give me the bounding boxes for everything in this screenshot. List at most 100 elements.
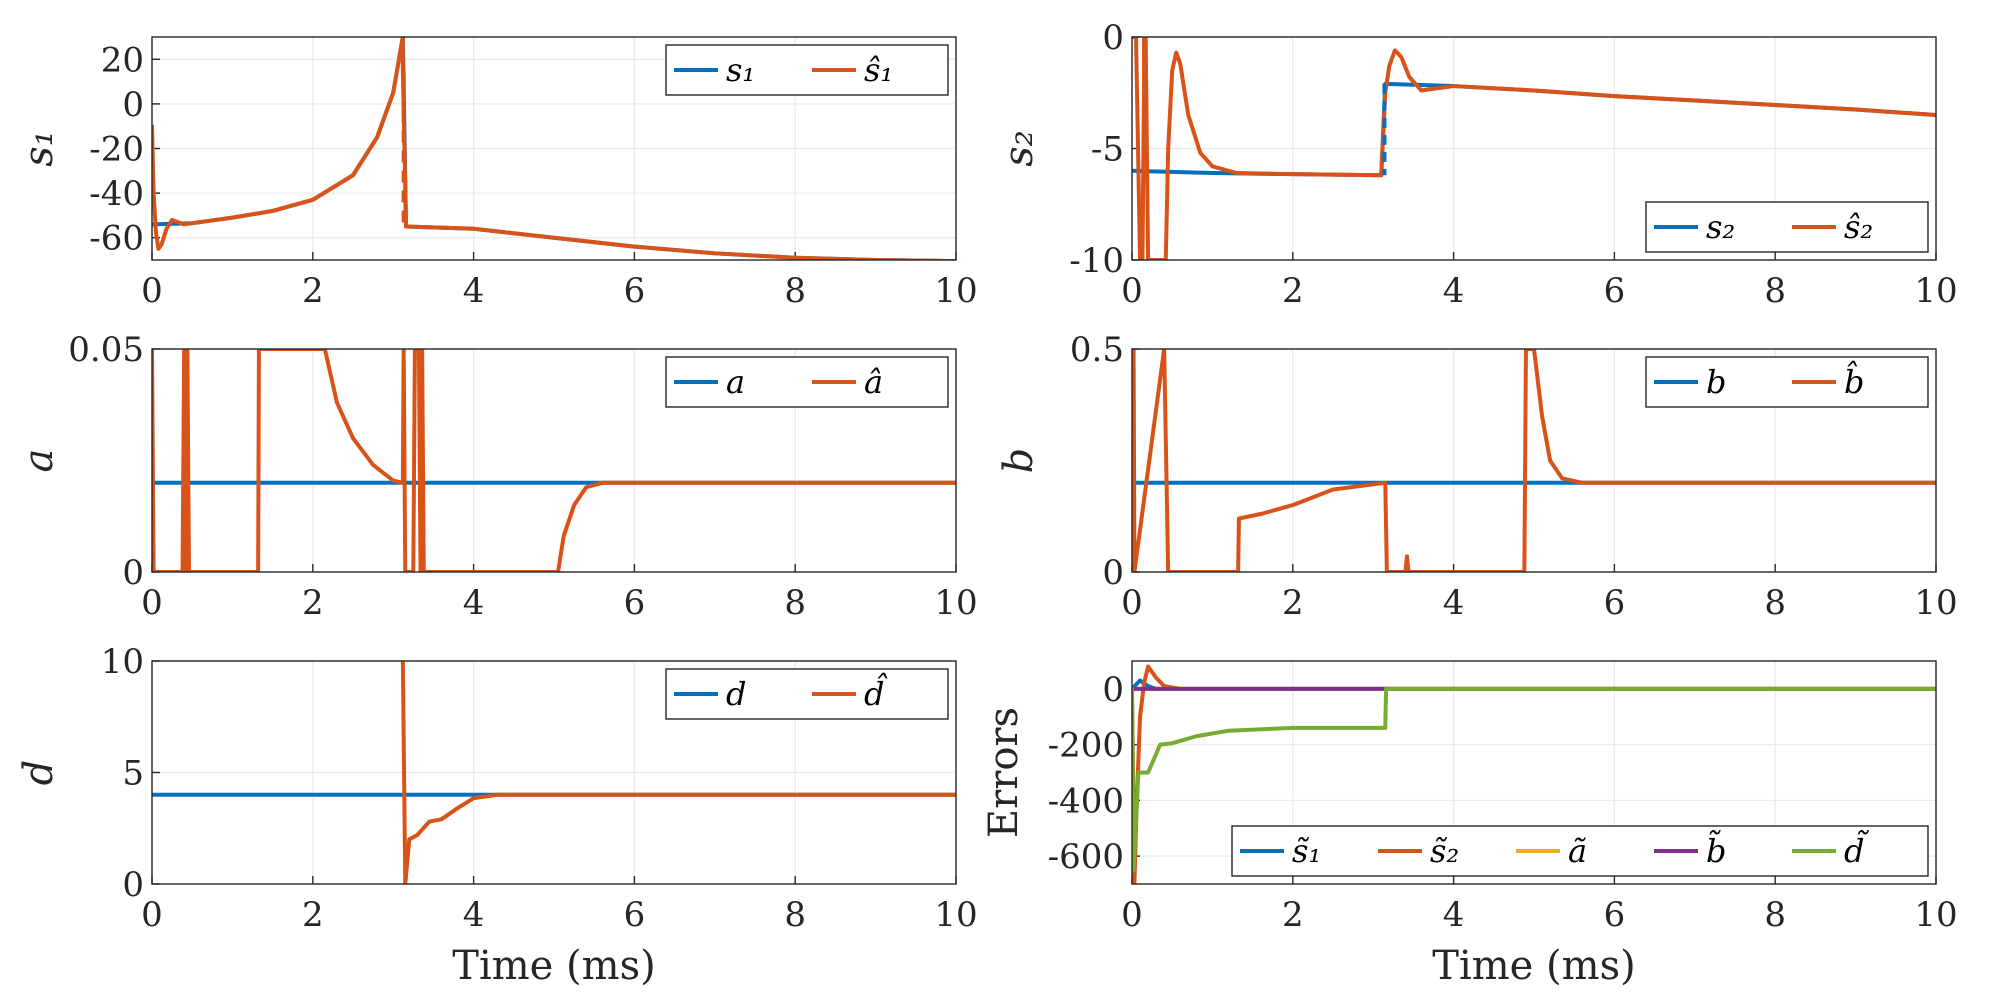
x-tick-label: 4 [463,583,485,623]
x-tick-label: 10 [934,895,977,935]
x-tick-label: 8 [784,583,806,623]
y-tick-label: 5 [122,754,144,794]
x-tick-label: 10 [934,271,977,311]
y-axis-label: s₂ [996,130,1042,167]
subplot-5: 0 2 4 6 8 10 0 -200 -400 -600 Errors Time (ms) s̃₁ s̃… [981,660,1958,989]
legend: s₂ ŝ₂ [1645,201,1929,253]
legend-label: b̃ [1706,831,1726,870]
legend-label: ŝ₂ [1844,208,1873,246]
axes-frame [1131,348,1937,573]
x-axis-label: Time (ms) [1432,943,1635,989]
legend-label: â [864,363,883,401]
y-tick-label: -200 [1048,726,1124,766]
legend-label: d̂ [864,672,888,713]
y-axis-label: a [16,449,62,473]
legend-box [665,356,949,408]
legend-label: s₁ [726,51,755,89]
y-tick-label: -10 [1069,241,1124,281]
legend-label: a [726,363,745,401]
x-tick-label: 6 [624,583,646,623]
legend-label: s̃₂ [1430,832,1459,870]
y-tick-label: 20 [101,40,144,80]
axes-frame [1131,36,1937,261]
x-tick-label: 8 [1764,583,1786,623]
series-line-1 [1132,37,1936,260]
y-tick-label: 0 [122,85,144,125]
y-tick-label: -5 [1091,130,1124,170]
series-line-1 [152,37,956,260]
legend: s₁ ŝ₁ [665,44,949,96]
y-tick-label: -400 [1048,781,1124,821]
legend-label: s̃₁ [1292,832,1321,870]
y-axis-label: b [996,448,1042,474]
series-line-4 [1132,686,1936,873]
x-tick-label: 8 [1764,271,1786,311]
x-tick-label: 6 [1604,583,1626,623]
legend-label: d [726,675,746,713]
x-tick-label: 4 [1443,895,1465,935]
legend: s̃₁ s̃₂ ã b̃ d̃ [1231,825,1929,877]
y-tick-label: 0 [122,553,144,593]
y-tick-label: -600 [1048,837,1124,877]
x-tick-label: 0 [1121,895,1143,935]
y-tick-label: 0.05 [68,330,144,370]
x-tick-label: 10 [1914,271,1957,311]
subplot-1: 0 2 4 6 8 10 0 -5 -10 s₂ s₂ ŝ₂ [996,18,1958,311]
x-tick-label: 6 [624,271,646,311]
axes-frame [1131,660,1937,885]
x-tick-label: 10 [1914,583,1957,623]
x-tick-label: 4 [1443,583,1465,623]
y-tick-label: 0 [1102,18,1124,58]
legend: b b̂ [1645,356,1929,408]
y-tick-label: 0.5 [1070,330,1124,370]
legend-label: b [1706,363,1726,401]
x-tick-label: 6 [624,895,646,935]
legend-label: ã [1568,832,1587,870]
y-tick-label: -60 [89,219,144,259]
y-tick-label: 0 [122,865,144,905]
subplot-0: 0 2 4 6 8 10 20 0 -20-40 -60 s₁ s₁ ŝ₁ [16,36,978,311]
legend: d d̂ [665,668,949,720]
y-axis-label: d [16,760,62,786]
legend-label: ŝ₁ [864,51,893,89]
legend-label: s₂ [1706,208,1735,246]
x-tick-label: 2 [1282,583,1304,623]
x-tick-label: 8 [784,271,806,311]
legend-label: b̂ [1844,360,1864,401]
x-tick-label: 10 [1914,895,1957,935]
x-axis-label: Time (ms) [452,943,655,989]
x-tick-label: 2 [302,583,324,623]
y-tick-label: -40 [89,174,144,214]
x-tick-label: 10 [934,583,977,623]
x-tick-label: 2 [1282,895,1304,935]
axes-frame [151,660,957,885]
y-axis-label: Errors [981,707,1027,838]
y-axis-label: s₁ [16,130,62,167]
x-tick-label: 6 [1604,895,1626,935]
subplot-4: 0 2 4 6 8 10 10 5 0 d Time (ms) d d̂ [16,642,978,989]
x-tick-label: 4 [1443,271,1465,311]
series-line-1 [400,661,956,884]
x-tick-label: 2 [1282,271,1304,311]
x-tick-label: 0 [141,895,163,935]
y-tick-label: 0 [1102,670,1124,710]
x-tick-label: 2 [302,271,324,311]
x-tick-label: 0 [1121,583,1143,623]
y-tick-label: 10 [101,642,144,682]
x-tick-label: 2 [302,895,324,935]
x-tick-label: 4 [463,271,485,311]
series-line-1 [1132,349,1936,572]
y-tick-label: -20 [89,130,144,170]
x-tick-label: 0 [141,271,163,311]
subplot-3: 0 2 4 6 8 10 0.5 0 b b b̂ [996,330,1958,623]
axes-frame [151,36,957,261]
axes-frame [151,348,957,573]
y-tick-label: 0 [1102,553,1124,593]
x-tick-label: 0 [1121,271,1143,311]
x-tick-label: 0 [141,583,163,623]
legend-box [1231,825,1929,877]
series-line-1 [152,349,956,572]
